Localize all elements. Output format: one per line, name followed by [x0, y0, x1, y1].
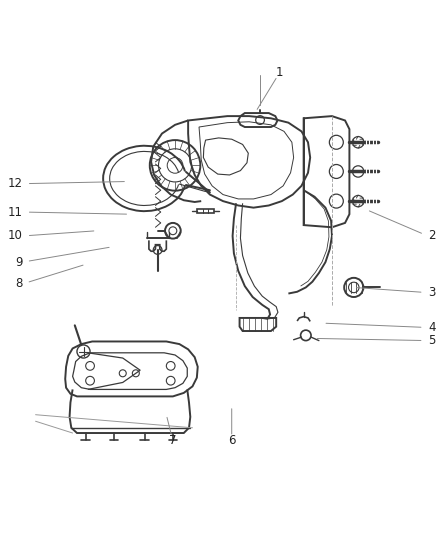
Text: 3: 3: [428, 286, 435, 299]
Text: 4: 4: [428, 321, 435, 334]
Text: 12: 12: [7, 177, 22, 190]
Text: 6: 6: [228, 434, 236, 447]
Text: 9: 9: [15, 256, 22, 269]
Text: 2: 2: [428, 230, 435, 243]
Text: 5: 5: [428, 334, 435, 347]
Text: 1: 1: [276, 66, 283, 79]
Text: 8: 8: [15, 278, 22, 290]
Text: 7: 7: [169, 434, 177, 447]
Text: 11: 11: [7, 206, 22, 219]
Text: 10: 10: [7, 230, 22, 243]
